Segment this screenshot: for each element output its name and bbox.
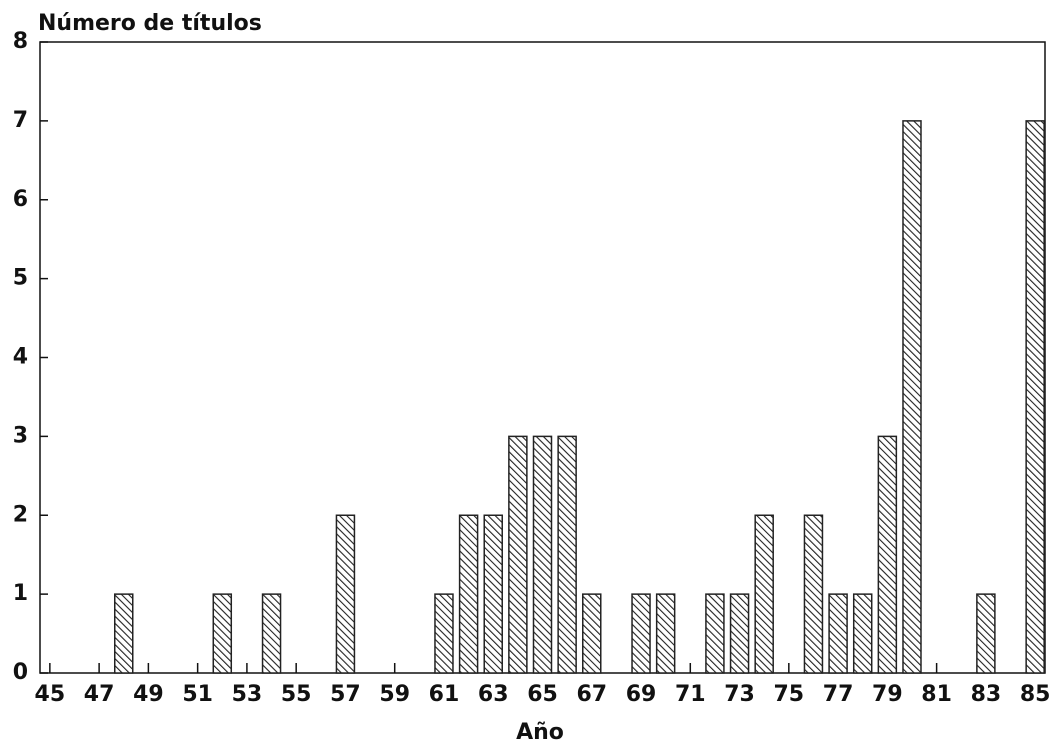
bar [877, 435, 898, 674]
bar [114, 593, 134, 674]
x-tick-label: 57 [330, 682, 361, 707]
bar [458, 514, 479, 674]
bar [508, 435, 528, 674]
x-tick-label: 51 [182, 682, 213, 707]
x-tick-label: 83 [971, 682, 1002, 707]
x-tick-label: 53 [232, 682, 263, 707]
bar [803, 514, 824, 674]
x-tick-label: 63 [478, 682, 509, 707]
bar [902, 120, 922, 674]
x-tick-label: 85 [1020, 682, 1051, 707]
bar [705, 593, 725, 674]
bar [483, 514, 503, 674]
x-tick-label: 71 [675, 682, 706, 707]
x-tick-label: 81 [921, 682, 952, 707]
x-tick-label: 55 [281, 682, 312, 707]
x-tick-label: 67 [576, 682, 607, 707]
y-axis-title: Número de títulos [38, 11, 262, 36]
y-tick-label: 0 [13, 660, 28, 685]
x-tick-label: 61 [429, 682, 460, 707]
bar [212, 593, 233, 674]
x-tick-label: 65 [527, 682, 558, 707]
bar [976, 593, 996, 674]
bar [582, 593, 602, 674]
y-tick-label: 2 [13, 502, 28, 527]
x-tick-label: 59 [379, 682, 410, 707]
bar [631, 593, 651, 674]
x-tick-label: 49 [133, 682, 164, 707]
bar [729, 593, 750, 674]
y-tick-label: 7 [13, 108, 28, 133]
bar [261, 593, 282, 674]
bar [335, 514, 356, 674]
y-tick-label: 8 [13, 29, 28, 54]
y-tick-label: 5 [13, 266, 28, 291]
x-tick-label: 75 [774, 682, 805, 707]
y-tick-label: 1 [13, 581, 28, 606]
x-tick-label: 79 [872, 682, 903, 707]
x-tick-label: 69 [626, 682, 657, 707]
x-tick-label: 73 [724, 682, 755, 707]
bar [655, 593, 676, 674]
bar [1025, 120, 1045, 674]
bar [828, 593, 848, 674]
y-tick-label: 6 [13, 187, 28, 212]
x-tick-label: 47 [84, 682, 115, 707]
y-tick-label: 3 [13, 423, 28, 448]
x-tick-label: 45 [35, 682, 66, 707]
x-tick-label: 77 [823, 682, 854, 707]
x-axis-title: Año [516, 720, 564, 745]
bar [754, 514, 774, 674]
bar [434, 593, 454, 674]
bar [532, 435, 553, 674]
y-tick-label: 4 [13, 345, 28, 370]
bar [557, 435, 577, 674]
bar [852, 593, 873, 674]
